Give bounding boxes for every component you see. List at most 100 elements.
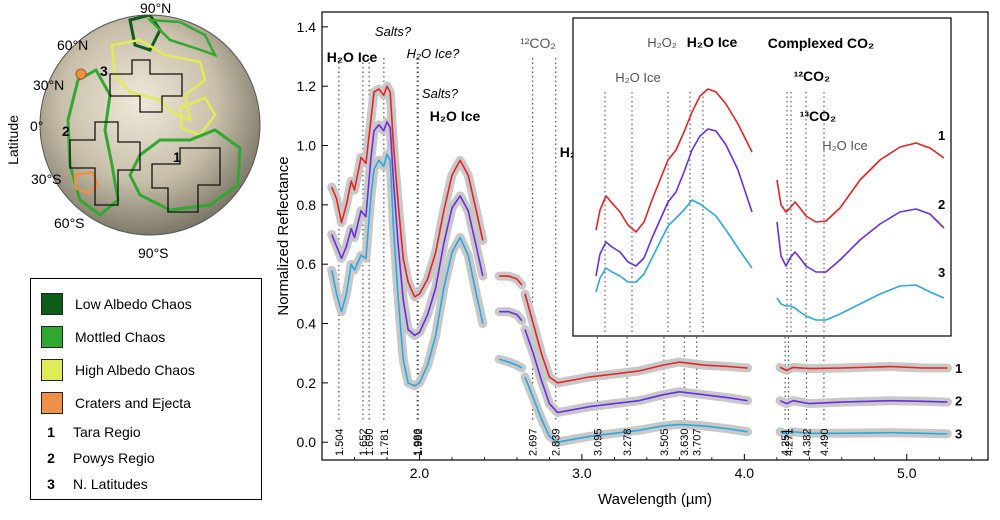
inset-series-line	[595, 88, 753, 233]
y-tick-label: 0.2	[297, 375, 317, 391]
y-tick-label: 1.0	[297, 138, 317, 154]
inset-label-2: 2	[938, 197, 945, 212]
region-box-2	[69, 121, 141, 206]
series-line-3-1	[498, 358, 523, 369]
inset-frame	[572, 17, 952, 337]
inset-annotation-13co2: ¹³CO₂	[800, 108, 837, 124]
high-albedo-region-2	[178, 96, 217, 137]
crater-region	[73, 170, 100, 195]
legend-label: High Albedo Chaos	[75, 361, 195, 378]
swatch-mottled	[41, 325, 63, 348]
series-end-label: 1	[955, 361, 962, 376]
feature-label: 1.690	[364, 428, 376, 456]
plot-frame	[321, 11, 989, 461]
legend-label: Mottled Chaos	[75, 328, 166, 345]
crater-region-north	[75, 68, 87, 80]
inset-annotation-complexed-co2: Complexed CO₂	[768, 35, 875, 51]
region-box-3	[109, 59, 183, 113]
legend-label: Low Albedo Chaos	[75, 295, 192, 312]
x-tick-label: 4.0	[735, 465, 755, 481]
feature-label: 3.278	[622, 428, 634, 456]
inset: H₂O₂ H₂O Ice H₂O Ice Complexed CO₂ ¹²CO₂…	[572, 17, 952, 337]
series-line-2-0	[330, 121, 484, 337]
series-line-3-0	[330, 153, 484, 387]
series-line-2-1	[499, 310, 523, 322]
y-tick-label: 0.4	[297, 316, 317, 332]
lat-label-60s: 60°S	[54, 215, 85, 231]
map-ylabel: Latitude	[5, 115, 21, 165]
region-label-1: 1	[173, 149, 181, 165]
legend-item-region-3: 3 N. Latitudes	[41, 471, 251, 497]
feature-label: 3.095	[592, 428, 604, 456]
series-line-1-2	[524, 293, 748, 384]
lat-label-30n: 30°N	[33, 77, 64, 93]
legend-label: Powys Regio	[73, 450, 155, 466]
feature-label: 1.992	[413, 428, 425, 456]
y-tick-label: 1.2	[297, 78, 317, 94]
lat-label-30s: 30°S	[31, 171, 62, 187]
inset-annotation-h2o-ice-grey: H₂O Ice	[615, 70, 661, 85]
series-line-1-0	[330, 85, 484, 298]
spectrum-chart: 0.0 0.2 0.4 0.6 0.8 1.0 1.2 1.4 2.0 3.0 4.0 5.0 1.…	[275, 11, 989, 508]
legend-item-low-albedo: Low Albedo Chaos	[41, 287, 251, 320]
series-end-label: 2	[955, 394, 962, 409]
swatch-high-albedo	[41, 358, 63, 381]
inset-label-1: 1	[938, 128, 945, 143]
feature-label: 2.697	[528, 428, 540, 456]
lat-label-90n: 90°N	[140, 0, 171, 16]
feature-label: 2.839	[551, 428, 563, 456]
series-end-label: 3	[955, 426, 962, 441]
x-tick-label: 3.0	[572, 465, 592, 481]
region-label-3: 3	[100, 63, 108, 79]
feature-label: 4.271	[783, 428, 795, 456]
legend-label: Craters and Ejecta	[75, 394, 191, 411]
legend-item-region-2: 2 Powys Regio	[41, 445, 251, 471]
inset-annotation-h2o-ice-bold: H₂O Ice	[687, 34, 738, 50]
legend-item-high-albedo: High Albedo Chaos	[41, 353, 251, 386]
lat-label-60n: 60°N	[57, 37, 88, 53]
feature-label: 4.251	[780, 428, 792, 456]
lat-label-90s: 90°S	[138, 245, 169, 261]
y-axis-label: Normalized Reflectance	[275, 156, 292, 315]
mottled-region-north	[146, 18, 218, 58]
legend-item-mottled: Mottled Chaos	[41, 320, 251, 353]
inset-series-line	[776, 208, 945, 273]
swatch-low-albedo	[41, 292, 63, 315]
x-tick-label: 2.0	[410, 465, 430, 481]
feature-label: 3.707	[692, 428, 704, 456]
feature-label: 3.505	[659, 428, 671, 456]
series-line-1-1	[499, 275, 523, 286]
series-line-3-2	[524, 376, 748, 443]
legend: Low Albedo Chaos Mottled Chaos High Albe…	[30, 278, 262, 500]
feature-label: 3.630	[679, 428, 691, 456]
annotation-h2o-ice-question: H₂O Ice?	[407, 46, 460, 61]
series-line-1-3	[779, 365, 948, 372]
legend-region-number: 1	[47, 424, 55, 440]
feature-label: 1.986	[412, 428, 424, 456]
inset-annotation-12co2: ¹²CO₂	[794, 68, 831, 84]
mottled-region-east	[128, 128, 242, 212]
feature-label: 1.504	[334, 428, 346, 456]
inset-annotation-h2o2: H₂O₂	[647, 35, 677, 50]
feature-label: 1.781	[379, 428, 391, 456]
lat-label-0: 0°	[30, 118, 43, 134]
legend-label: Tara Regio	[73, 424, 141, 440]
series-line-3-3	[779, 431, 948, 435]
region-box-1	[151, 147, 221, 213]
inset-annotation-h2o-ice-right: H₂O Ice	[822, 138, 868, 153]
legend-region-number: 3	[47, 476, 55, 492]
inset-series-line	[595, 199, 753, 293]
uncertainty-band-2-0	[327, 117, 488, 340]
annotation-co2: ¹²CO₂	[520, 35, 556, 51]
y-tick-label: 0.0	[297, 434, 317, 450]
legend-region-number: 2	[47, 450, 55, 466]
inset-series-line	[595, 128, 753, 277]
x-axis-label: Wavelength (µm)	[598, 491, 712, 508]
x-tick-label: 5.0	[897, 465, 917, 481]
swatch-craters	[41, 391, 63, 414]
series-line-2-3	[779, 399, 948, 405]
inset-label-3: 3	[938, 265, 945, 280]
legend-item-craters: Craters and Ejecta	[41, 386, 251, 419]
annotation-h2o-ice-1: H₂O Ice	[327, 49, 378, 65]
